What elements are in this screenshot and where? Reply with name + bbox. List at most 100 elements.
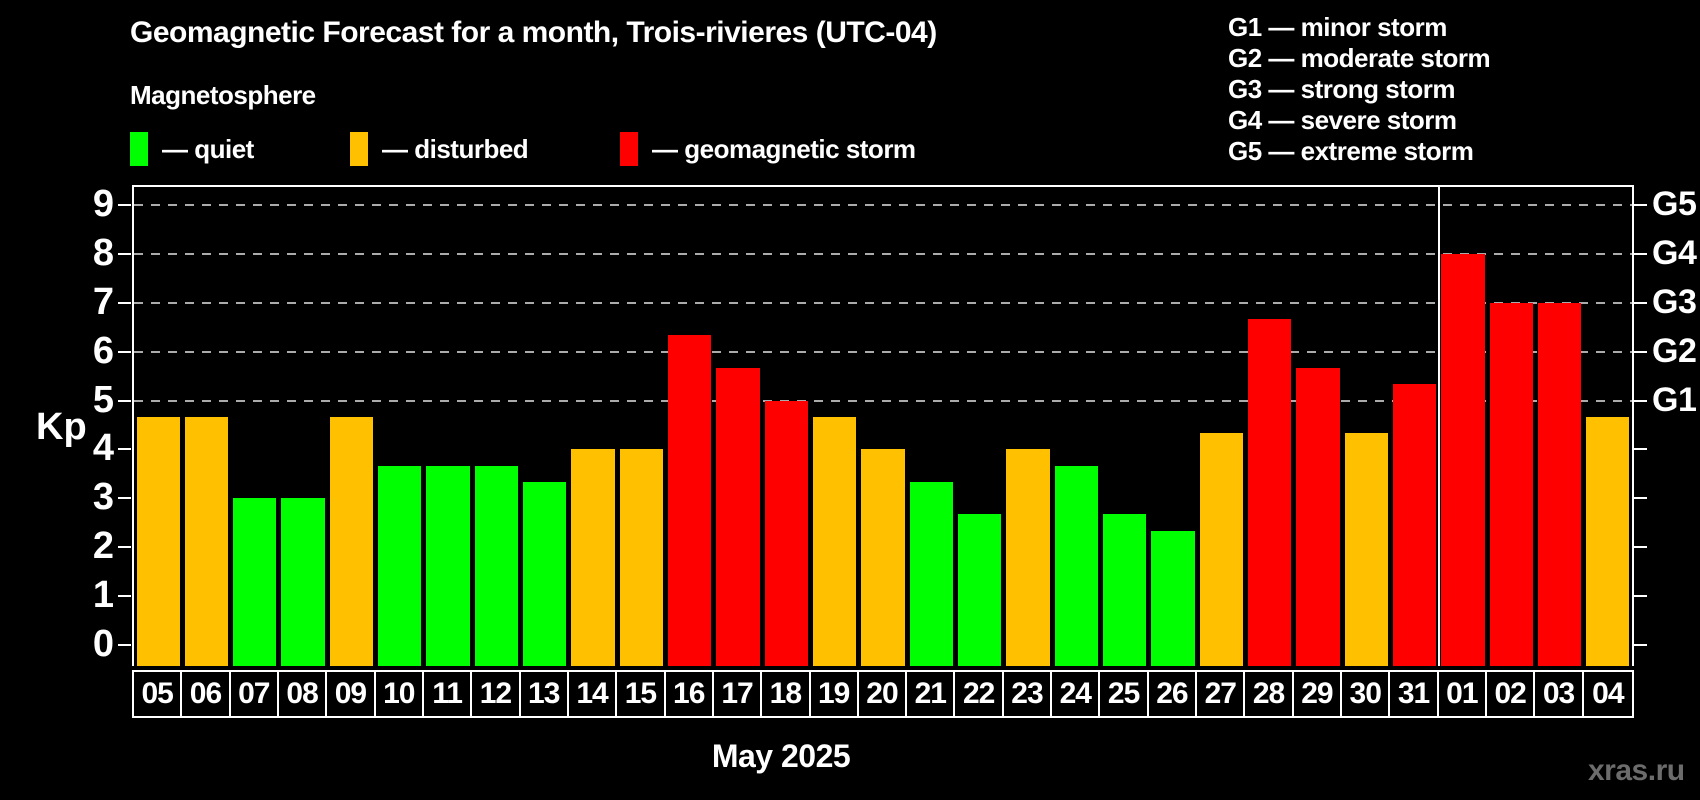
day-label-cell-17: 17 <box>714 672 763 716</box>
kp-axis-tick-left-8 <box>118 252 131 255</box>
kp-axis-label-4: 4 <box>92 427 114 470</box>
day-label-cell-22: 22 <box>955 672 1004 716</box>
kp-bar-23 <box>1006 449 1050 666</box>
kp-axis-tick-right-7 <box>1634 301 1647 304</box>
day-label-cell-16: 16 <box>666 672 714 716</box>
gridline-kp-9 <box>134 203 1632 206</box>
g-scale-legend: G1 — minor storm G2 — moderate storm G3 — … <box>1228 12 1491 167</box>
legend-label-storm: — geomagnetic storm <box>652 133 916 164</box>
kp-axis-tick-left-0 <box>118 644 131 646</box>
kp-bar-12 <box>474 465 519 666</box>
kp-bar-21 <box>909 482 953 666</box>
kp-axis-tick-left-6 <box>118 350 131 353</box>
kp-bar-04 <box>1586 416 1630 666</box>
g-axis-label-g1: G1 <box>1652 380 1697 419</box>
gridline-kp-6 <box>134 350 1632 353</box>
day-label-cell-02: 02 <box>1487 672 1536 716</box>
day-label-cell-18: 18 <box>762 672 811 716</box>
g-scale-legend-line-4: G4 — severe storm <box>1228 105 1457 135</box>
kp-bar-25 <box>1102 514 1147 666</box>
day-label-cell-31: 31 <box>1390 672 1439 716</box>
kp-bar-16 <box>668 335 712 666</box>
day-label-cell-03: 03 <box>1535 672 1584 716</box>
kp-axis-label-1: 1 <box>92 574 114 617</box>
g-scale-legend-line-3: G3 — strong storm <box>1228 74 1455 104</box>
kp-axis-tick-left-5 <box>118 399 131 402</box>
g-axis-label-g5: G5 <box>1652 184 1697 223</box>
kp-bar-29 <box>1296 367 1340 666</box>
quiet-color-swatch <box>130 132 148 166</box>
kp-bar-02 <box>1489 302 1533 666</box>
gridline-kp-5 <box>134 399 1632 402</box>
kp-axis-tick-left-9 <box>118 203 131 206</box>
kp-bar-28 <box>1247 318 1292 666</box>
day-label-cell-09: 09 <box>327 672 376 716</box>
gridline-kp-7 <box>134 301 1632 304</box>
kp-axis-title: Kp <box>36 406 87 448</box>
storm-color-swatch <box>620 132 638 166</box>
day-label-cell-23: 23 <box>1004 672 1053 716</box>
kp-axis-label-2: 2 <box>92 525 114 568</box>
day-label-cell-06: 06 <box>182 672 231 716</box>
watermark: xras.ru <box>1588 754 1685 787</box>
disturbed-color-swatch <box>350 132 368 166</box>
kp-bar-07 <box>233 498 277 666</box>
day-label-cell-28: 28 <box>1245 672 1294 716</box>
legend-label-disturbed: — disturbed <box>382 133 529 164</box>
kp-bar-05 <box>136 416 180 666</box>
day-label-row: 05 06 07 08 09 10 11 12 13 14 15 16 17 18 19 20 21 22 23 24… <box>132 670 1634 718</box>
kp-bar-15 <box>619 449 664 666</box>
kp-bar-22 <box>957 514 1002 666</box>
g-axis-label-g4: G4 <box>1652 233 1697 272</box>
day-label-cell-05: 05 <box>134 672 183 716</box>
kp-axis-tick-left-7 <box>118 301 131 304</box>
kp-bar-19 <box>813 416 857 666</box>
kp-bar-13 <box>523 482 567 666</box>
kp-bar-26 <box>1151 531 1195 666</box>
day-label-cell-04: 04 <box>1592 677 1624 710</box>
legend-item-disturbed: — disturbed <box>350 132 529 166</box>
chart-subtitle: Magnetosphere <box>130 80 316 110</box>
kp-axis-label-6: 6 <box>92 329 114 372</box>
kp-axis-tick-left-3 <box>118 497 131 500</box>
day-label-cell-29: 29 <box>1294 672 1343 716</box>
gridline-kp-8 <box>134 252 1632 255</box>
kp-bar-14 <box>571 449 615 666</box>
day-label-cell-14: 14 <box>569 672 618 716</box>
day-label-cell-13: 13 <box>521 672 569 716</box>
kp-axis-tick-right-4 <box>1634 448 1647 451</box>
kp-bar-18 <box>764 400 808 666</box>
day-label-cell-30: 30 <box>1342 672 1391 716</box>
kp-axis-tick-right-9 <box>1634 203 1647 206</box>
kp-bar-10 <box>378 465 422 666</box>
legend-item-quiet: — quiet <box>130 132 254 166</box>
kp-axis-tick-right-1 <box>1634 595 1647 598</box>
kp-axis-tick-right-5 <box>1634 399 1647 402</box>
page-title: Geomagnetic Forecast for a month, Trois-… <box>130 16 937 49</box>
day-label-cell-20: 20 <box>859 672 908 716</box>
day-label-cell-25: 25 <box>1100 672 1149 716</box>
g-scale-legend-line-1: G1 — minor storm <box>1228 12 1447 42</box>
kp-axis-label-5: 5 <box>92 378 114 421</box>
kp-axis-tick-right-3 <box>1634 497 1647 500</box>
day-label-cell-10: 10 <box>376 672 424 716</box>
day-label-cell-15: 15 <box>617 672 666 716</box>
kp-axis-label-0: 0 <box>92 623 114 665</box>
kp-axis-tick-left-4 <box>118 448 131 451</box>
kp-axis-tick-left-1 <box>118 595 131 598</box>
g-axis-label-g2: G2 <box>1652 331 1697 370</box>
kp-axis-label-7: 7 <box>92 280 114 323</box>
day-label-cell-27: 27 <box>1197 672 1246 716</box>
kp-axis-label-3: 3 <box>92 476 114 519</box>
legend-item-storm: — geomagnetic storm <box>620 132 916 166</box>
kp-axis-label-8: 8 <box>92 231 114 274</box>
day-label-cell-11: 11 <box>424 672 473 716</box>
kp-axis-tick-right-2 <box>1634 546 1647 549</box>
kp-bar-20 <box>861 449 905 666</box>
kp-bar-08 <box>281 498 325 666</box>
kp-axis-label-9: 9 <box>92 182 114 225</box>
month-separator-line <box>1437 187 1440 666</box>
kp-bar-30 <box>1344 433 1388 666</box>
kp-bar-01 <box>1441 253 1485 666</box>
